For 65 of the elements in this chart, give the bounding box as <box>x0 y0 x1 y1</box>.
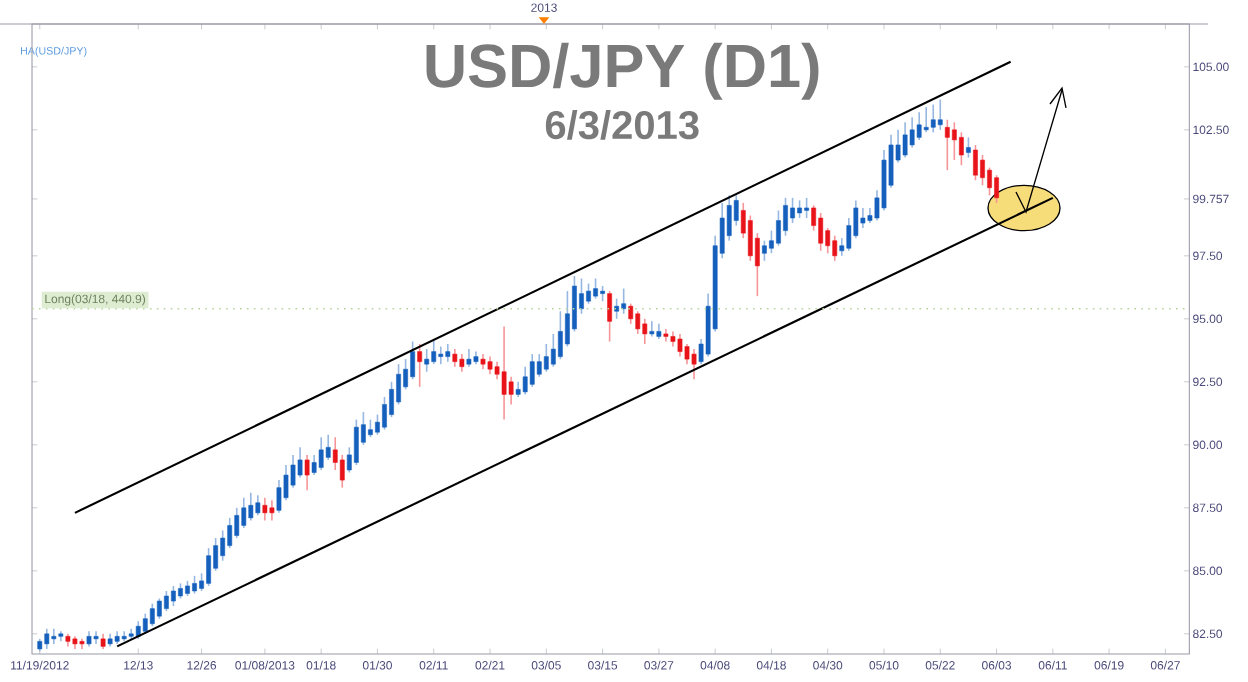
candlestick <box>747 214 753 262</box>
candlestick <box>944 118 950 171</box>
candlestick <box>973 144 978 182</box>
candlestick <box>424 348 430 373</box>
text: 6/3/2013 <box>545 109 699 140</box>
chart-title: USD/JPY (D1) <box>426 42 819 100</box>
candlestick <box>916 111 922 141</box>
candlestick <box>269 499 275 522</box>
candlestick <box>164 590 169 612</box>
candlestick <box>818 212 824 252</box>
candlestick <box>410 340 416 381</box>
candlestick <box>832 234 838 262</box>
candlestick <box>44 627 50 650</box>
candlestick <box>220 529 226 562</box>
candlestick <box>156 597 162 620</box>
candlestick <box>980 154 985 187</box>
candlestick <box>550 333 556 368</box>
candlestick <box>614 297 620 320</box>
candlestick <box>642 318 648 345</box>
candlestick <box>529 353 535 388</box>
candlestick <box>923 106 929 134</box>
candlestick <box>762 239 767 262</box>
candlestick <box>227 517 233 549</box>
candlestick <box>51 627 57 645</box>
candlestick <box>790 197 795 224</box>
candlestick <box>621 287 627 315</box>
candlestick <box>304 454 310 491</box>
candlestick <box>206 547 211 587</box>
candlestick <box>937 98 943 131</box>
candlestick <box>783 197 788 237</box>
candlestick <box>586 282 591 305</box>
candlestick <box>593 277 598 300</box>
candlestick <box>691 348 697 381</box>
candlestick <box>966 136 971 159</box>
candlestick <box>149 602 155 628</box>
candlestick <box>649 320 655 338</box>
candlestick <box>902 121 908 159</box>
candlestick <box>628 302 634 325</box>
candlestick <box>557 310 563 360</box>
candlestick <box>804 197 809 219</box>
candlestick <box>339 454 345 489</box>
candlestick <box>262 496 268 522</box>
candlestick <box>255 494 261 517</box>
candlestick <box>951 121 957 161</box>
candlestick <box>994 174 999 204</box>
candlestick <box>776 209 781 247</box>
candlestick <box>930 103 936 134</box>
candlestick <box>353 418 359 466</box>
candlestick <box>860 207 866 229</box>
candlestick <box>543 343 549 373</box>
candlestick <box>171 585 176 607</box>
candlestick <box>417 343 423 388</box>
candlestick <box>959 131 964 166</box>
candlestick <box>501 325 507 421</box>
candlestick <box>93 630 99 645</box>
candlestick <box>438 345 444 365</box>
candlestick <box>987 166 992 197</box>
candlestick <box>508 375 514 406</box>
candlestick <box>382 396 387 431</box>
candlestick <box>431 338 437 365</box>
candlestick <box>677 333 683 358</box>
candlestick <box>607 290 612 343</box>
candlestick <box>318 436 324 471</box>
candlestick <box>248 491 254 522</box>
candlestick <box>536 353 542 378</box>
